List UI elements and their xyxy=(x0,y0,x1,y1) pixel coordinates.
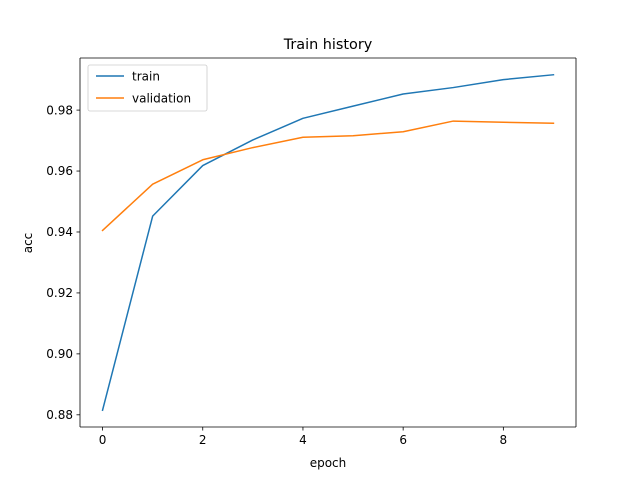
x-tick-label: 6 xyxy=(399,433,407,447)
x-axis-label: epoch xyxy=(310,456,347,470)
x-tick-label: 0 xyxy=(99,433,107,447)
chart-title: Train history xyxy=(283,37,373,53)
y-tick-label: 0.96 xyxy=(46,164,73,178)
x-tick-label: 2 xyxy=(199,433,207,447)
y-axis-label: acc xyxy=(21,233,35,254)
y-tick-label: 0.90 xyxy=(46,347,73,361)
legend: train validation xyxy=(87,64,208,112)
series-layer xyxy=(101,73,555,412)
legend-label-validation: validation xyxy=(132,91,191,105)
legend-label-train: train xyxy=(132,69,160,83)
series-line-train xyxy=(101,73,555,412)
y-tick-label: 0.88 xyxy=(46,408,73,422)
x-tick-label: 4 xyxy=(299,433,307,447)
y-tick-label: 0.98 xyxy=(46,103,73,117)
y-tick-label: 0.94 xyxy=(46,225,73,239)
y-tick-label: 0.92 xyxy=(46,286,73,300)
axes-layer: 0 2 4 6 8 0.88 0.90 0.92 0.94 0.96 0.98 xyxy=(46,57,577,447)
x-tick-label: 8 xyxy=(500,433,508,447)
series-line-validation xyxy=(101,120,555,232)
